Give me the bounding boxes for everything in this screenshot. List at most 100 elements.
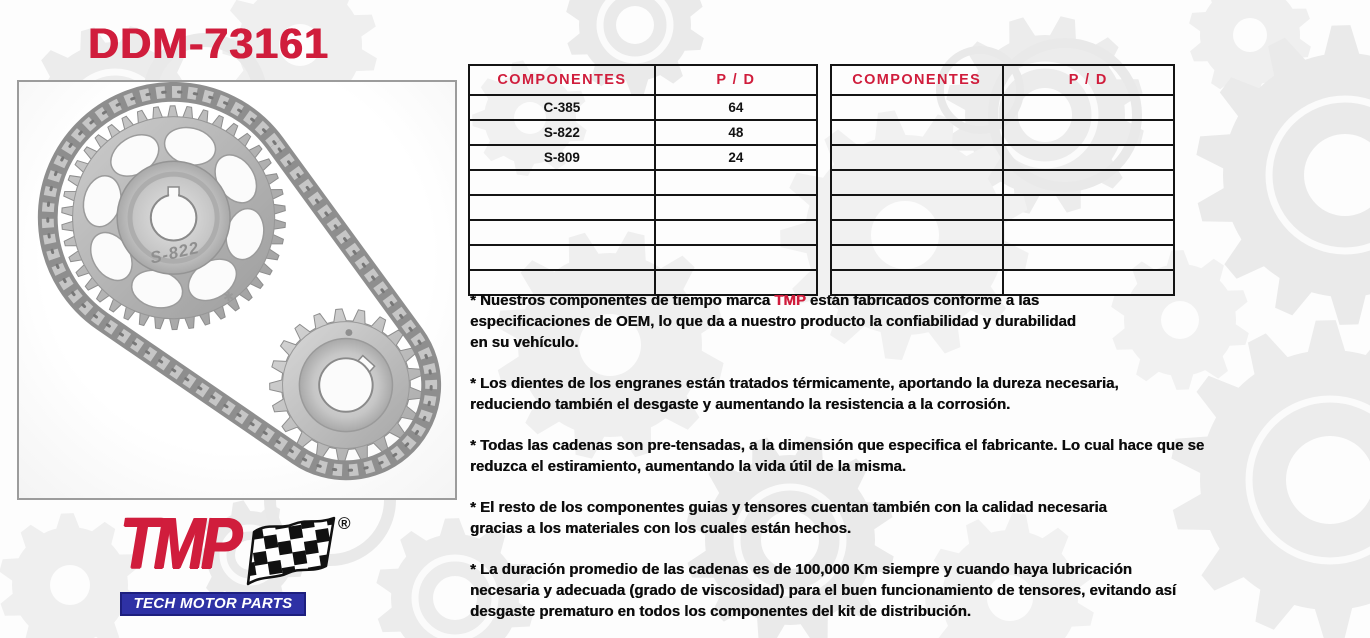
- watermark-gear-hole: [761, 511, 819, 569]
- table-row: C-385 64: [468, 94, 819, 121]
- flag-checker-pattern: [248, 518, 334, 584]
- center-bore: [149, 193, 198, 242]
- crankshaft-sprocket: [269, 308, 423, 462]
- cell-component: S-822: [468, 119, 656, 146]
- cell-component: [830, 194, 1004, 221]
- components-table-left: COMPONENTES P / D C-385 64 S-822 48 S-809 2…: [468, 64, 819, 296]
- note-paragraph-5: * La duración promedio de las cadenas es…: [470, 561, 1177, 620]
- table-row: [468, 194, 819, 221]
- brand-name-inline: TMP: [774, 292, 806, 309]
- cell-component: S-809: [468, 144, 656, 171]
- note-paragraph-2: * Los dientes de los engranes están trat…: [470, 375, 1119, 413]
- table-row: [830, 144, 1175, 171]
- column-header-componentes: COMPONENTES: [468, 64, 656, 96]
- watermark-gear-hole: [50, 565, 90, 605]
- watermark-gear-hole: [616, 6, 654, 44]
- cell-component: [830, 269, 1004, 296]
- cell-pd: [1001, 244, 1175, 271]
- watermark-gear-hole: [1161, 301, 1199, 339]
- cell-component: [468, 269, 656, 296]
- product-photo-frame: S-822 ✱: [17, 80, 457, 500]
- table-row: [830, 244, 1175, 271]
- cell-pd: [1001, 94, 1175, 121]
- registered-trademark-icon: ®: [338, 514, 351, 533]
- tmp-logo-text: TMP: [120, 504, 242, 584]
- cell-pd: [1001, 119, 1175, 146]
- table-row: [468, 269, 819, 296]
- column-header-componentes: COMPONENTES: [830, 64, 1004, 96]
- cell-component: [468, 169, 656, 196]
- star-stamp-icon: ✱: [223, 289, 234, 304]
- watermark-gear-ring: [733, 483, 847, 597]
- cell-pd: [653, 244, 819, 271]
- timing-chain: [37, 82, 442, 481]
- table-row: [830, 119, 1175, 146]
- cell-component: [830, 94, 1004, 121]
- cell-pd: 48: [653, 119, 819, 146]
- checkered-flag-icon: [246, 516, 336, 586]
- cell-pd: 64: [653, 94, 819, 121]
- cell-pd: [1001, 269, 1175, 296]
- note-text: * Nuestros componentes de tiempo marca: [470, 292, 775, 309]
- watermark-gear-ring: [411, 554, 499, 638]
- table-row: [468, 244, 819, 271]
- cell-pd: 24: [653, 144, 819, 171]
- note-text: están fabricados conforme a las especifi…: [470, 292, 1076, 351]
- sprocket-spoke-holes: [82, 126, 265, 309]
- column-header-pd: P / D: [653, 64, 819, 96]
- cell-pd: [653, 194, 819, 221]
- watermark-gear-hole: [987, 575, 1033, 621]
- tmp-logo: TMP ® TECH MOTOR PARTS: [120, 504, 370, 624]
- cell-pd: [653, 169, 819, 196]
- watermark-gear-ring: [1265, 95, 1370, 255]
- center-bore-small: [318, 357, 374, 413]
- cell-component: [830, 169, 1004, 196]
- cell-pd: [1001, 144, 1175, 171]
- timing-chain-kit-image: S-822 ✱: [37, 82, 442, 481]
- column-header-pd: P / D: [1001, 64, 1175, 96]
- table-row: [468, 219, 819, 246]
- cell-component: [830, 144, 1004, 171]
- table-header-row: COMPONENTES P / D: [830, 64, 1175, 96]
- watermark-gear-ring: [596, 0, 674, 64]
- cell-pd: [653, 219, 819, 246]
- watermark-gear-ring: [1245, 395, 1370, 565]
- hub-ring: [127, 171, 220, 264]
- cell-component: [830, 119, 1004, 146]
- note-paragraph-4: * El resto de los componentes guias y te…: [470, 499, 1107, 537]
- note-paragraph-3: * Todas las cadenas son pre-tensadas, a …: [470, 437, 1205, 475]
- note-paragraph-1: * Nuestros componentes de tiempo marca T…: [470, 290, 1370, 353]
- table-row: [830, 219, 1175, 246]
- watermark-gear-hole: [1304, 134, 1370, 216]
- table-row: [830, 169, 1175, 196]
- table-row: [830, 94, 1175, 121]
- watermark-gear-hole: [1233, 18, 1267, 52]
- cell-component: [468, 194, 656, 221]
- product-notes: * Nuestros componentes de tiempo marca T…: [470, 290, 1370, 638]
- cell-pd: [1001, 219, 1175, 246]
- watermark-gear-hole: [279, 24, 321, 66]
- table-row: [468, 169, 819, 196]
- camshaft-sprocket: S-822 ✱: [61, 105, 286, 331]
- cell-component: [468, 244, 656, 271]
- brand-tagline-banner: TECH MOTOR PARTS: [120, 592, 306, 616]
- flag-outline: [246, 516, 336, 586]
- table-row: S-809 24: [468, 144, 819, 171]
- watermark-gear-hole: [433, 576, 477, 620]
- keyway-slot-fill: [169, 189, 179, 198]
- cell-component: C-385: [468, 94, 656, 121]
- cell-pd: [1001, 169, 1175, 196]
- table-row: [830, 269, 1175, 296]
- alignment-hole: [345, 329, 353, 337]
- cell-pd: [653, 269, 819, 296]
- cell-pd: [1001, 194, 1175, 221]
- watermark-gear-hole: [1286, 436, 1370, 524]
- part-number-title: DDM-73161: [88, 20, 329, 68]
- table-row: S-822 48: [468, 119, 819, 146]
- watermark-gear-hole: [579, 314, 641, 376]
- cell-component: [468, 219, 656, 246]
- table-row: [830, 194, 1175, 221]
- table-header-row: COMPONENTES P / D: [468, 64, 819, 96]
- components-table-right: COMPONENTES P / D: [830, 64, 1175, 296]
